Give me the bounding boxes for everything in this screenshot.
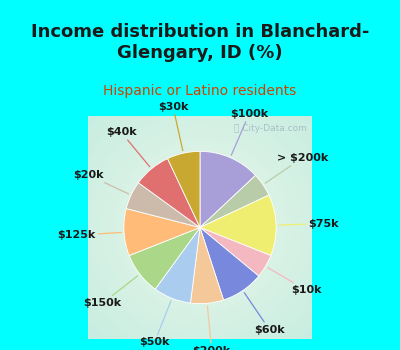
Text: $40k: $40k [106,127,150,167]
Wedge shape [168,151,200,228]
Text: $30k: $30k [158,102,188,150]
Text: $200k: $200k [192,306,231,350]
Text: $100k: $100k [230,109,268,155]
Wedge shape [190,228,224,304]
Text: $75k: $75k [279,219,339,229]
Text: $50k: $50k [139,301,171,348]
Text: $150k: $150k [83,276,138,308]
Wedge shape [124,209,200,256]
Wedge shape [200,151,256,228]
Text: $20k: $20k [73,170,129,194]
Wedge shape [200,228,259,300]
Wedge shape [200,228,271,276]
Text: > $200k: > $200k [265,153,328,183]
Wedge shape [129,228,200,289]
Text: Income distribution in Blanchard-
Glengary, ID (%): Income distribution in Blanchard- Glenga… [31,23,369,62]
Wedge shape [155,228,200,303]
Wedge shape [200,175,269,228]
Text: Hispanic or Latino residents: Hispanic or Latino residents [103,84,297,98]
Text: $125k: $125k [58,230,121,240]
Text: $10k: $10k [268,268,322,295]
Wedge shape [200,195,276,256]
Wedge shape [126,183,200,228]
Text: ⓘ City-Data.com: ⓘ City-Data.com [234,125,306,133]
Wedge shape [138,159,200,228]
Text: $60k: $60k [244,293,285,335]
